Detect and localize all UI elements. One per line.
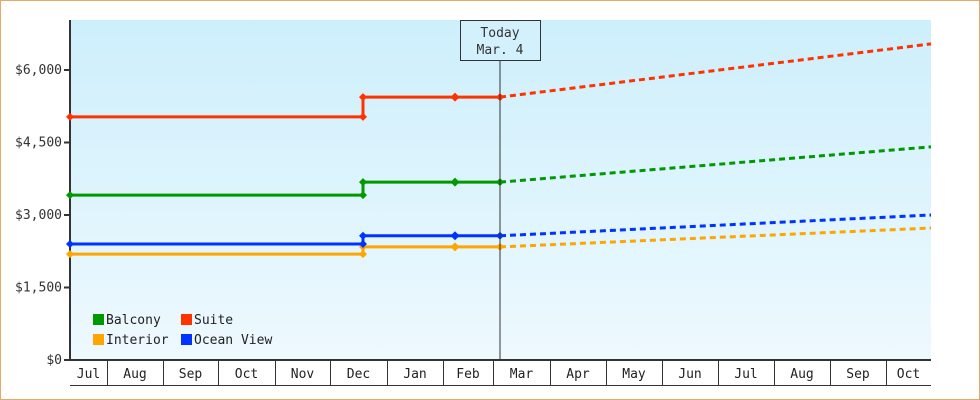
legend-swatch <box>93 334 104 345</box>
month-label: Feb <box>456 367 480 382</box>
series-suite <box>66 42 932 121</box>
legend-label: Interior <box>106 333 169 348</box>
month-label: Jun <box>678 367 701 382</box>
today-date: Mar. 4 <box>477 43 524 58</box>
projection-line <box>499 213 932 238</box>
y-axis: $0 $1,500 $3,000 $4,500 $6,000 <box>15 20 71 368</box>
y-tick-label: $4,500 <box>15 136 62 151</box>
data-point[interactable] <box>450 92 460 102</box>
history-line <box>70 95 500 119</box>
data-point[interactable] <box>66 250 74 259</box>
data-point[interactable] <box>66 112 74 121</box>
month-label: Sep <box>846 367 870 382</box>
legend-label: Ocean View <box>194 333 272 348</box>
month-label: Apr <box>566 367 590 382</box>
data-point[interactable] <box>359 240 367 248</box>
month-label: Nov <box>291 367 315 382</box>
month-label: Jul <box>77 367 100 382</box>
legend-swatch <box>93 314 104 325</box>
data-point[interactable] <box>450 242 460 252</box>
data-point[interactable] <box>66 240 74 248</box>
month-label: Aug <box>123 367 146 382</box>
legend-label: Balcony <box>106 313 161 328</box>
y-tick-label: $0 <box>46 353 62 368</box>
month-label: Aug <box>790 367 813 382</box>
legend-item-suite[interactable]: Suite <box>181 313 233 328</box>
today-box <box>460 20 541 61</box>
y-tick-label: $3,000 <box>15 208 62 223</box>
legend-label: Suite <box>194 313 233 328</box>
data-point[interactable] <box>450 231 460 241</box>
month-label: Jan <box>403 367 426 382</box>
projection-line <box>499 42 932 99</box>
today-marker: Today Mar. 4 <box>460 20 541 360</box>
data-point[interactable] <box>66 191 74 200</box>
series-balcony <box>66 145 932 200</box>
y-tick-label: $1,500 <box>15 281 62 296</box>
data-point[interactable] <box>359 231 367 240</box>
month-label: Dec <box>347 367 370 382</box>
month-label: Jul <box>734 367 757 382</box>
month-label: May <box>622 367 646 382</box>
series-ocean-view <box>66 213 932 248</box>
legend-item-ocean-view[interactable]: Ocean View <box>181 333 272 348</box>
data-point[interactable] <box>359 93 367 102</box>
legend-swatch <box>181 314 192 325</box>
legend-swatch <box>181 334 192 345</box>
data-point[interactable] <box>359 112 367 121</box>
month-label: Sep <box>179 367 203 382</box>
history-line <box>70 234 500 246</box>
legend-item-interior[interactable]: Interior <box>93 333 169 348</box>
legend: Balcony Suite Interior Ocean View <box>93 313 272 348</box>
data-point[interactable] <box>359 250 367 259</box>
y-tick-label: $6,000 <box>15 63 62 78</box>
legend-item-balcony[interactable]: Balcony <box>93 313 161 328</box>
projection-line <box>499 226 932 249</box>
projection-line <box>499 145 932 184</box>
x-axis: Jul Aug Sep Oct Nov Dec Jan Feb Mar Apr May Jun Jul A… <box>70 359 931 386</box>
today-label: Today <box>480 26 519 41</box>
month-label: Oct <box>235 367 258 382</box>
history-line <box>70 180 500 197</box>
month-label: Mar <box>510 367 534 382</box>
data-point[interactable] <box>359 178 367 187</box>
data-point[interactable] <box>450 177 460 187</box>
month-label: Oct <box>897 367 920 382</box>
data-point[interactable] <box>359 191 367 200</box>
